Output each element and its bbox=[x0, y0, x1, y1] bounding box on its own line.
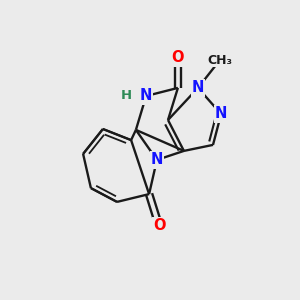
Text: N: N bbox=[192, 80, 204, 95]
Text: H: H bbox=[121, 89, 132, 103]
Text: CH₃: CH₃ bbox=[207, 53, 232, 67]
Text: O: O bbox=[153, 218, 165, 233]
Text: N: N bbox=[140, 88, 152, 104]
Text: N: N bbox=[151, 152, 163, 167]
Text: N: N bbox=[215, 106, 227, 122]
Text: O: O bbox=[172, 50, 184, 65]
